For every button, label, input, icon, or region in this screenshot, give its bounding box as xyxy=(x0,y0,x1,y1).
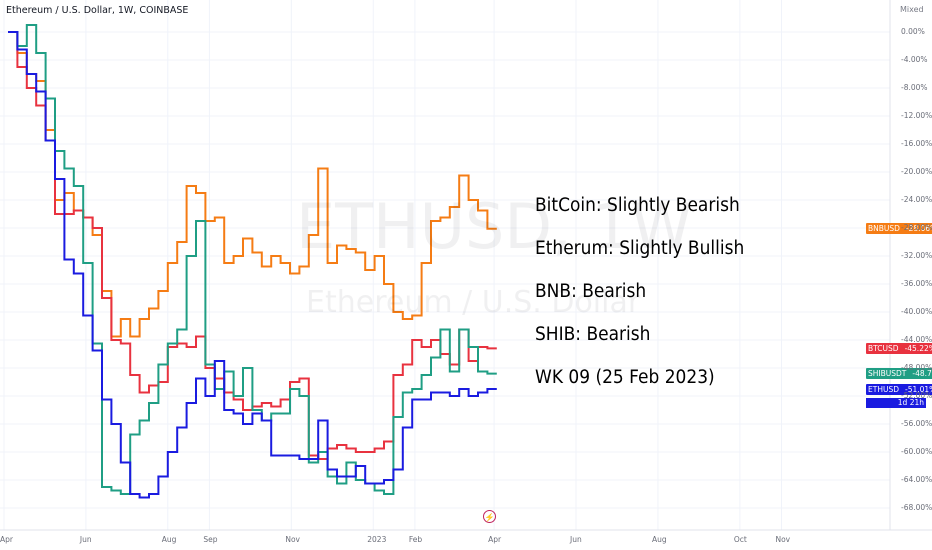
badge-symbol: BNBUSD xyxy=(868,223,900,233)
x-tick-label: 2023 xyxy=(367,535,387,544)
x-tick-label: Feb xyxy=(408,535,423,544)
note-bnb: BNB: Bearish xyxy=(535,281,647,302)
y-tick-label: 0.00% xyxy=(901,27,925,36)
y-tick-label: -40.00% xyxy=(901,307,932,316)
series-line-ethusd xyxy=(8,31,497,499)
badge-value: -28.06% xyxy=(905,223,932,233)
badge-symbol: BTCUSD xyxy=(868,344,899,354)
x-tick-label: Oct xyxy=(733,535,747,544)
badge-value: -45.22% xyxy=(904,344,932,354)
watermark-name: Ethereum / U.S. Dollar xyxy=(306,285,641,320)
y-tick-label: -20.00% xyxy=(901,167,932,176)
y-tick-label: -56.00% xyxy=(901,419,932,428)
y-tick-label: -32.00% xyxy=(901,251,932,260)
note-bitcoin: BitCoin: Slightly Bearish xyxy=(535,195,740,216)
badge-symbol: SHIBUSDT xyxy=(868,368,907,378)
x-tick-label: Jun xyxy=(79,535,92,544)
price-badge-shibusdt: SHIBUSDT -48.77% xyxy=(866,367,932,379)
x-tick-label: Nov xyxy=(285,535,300,544)
x-tick-label: Aug xyxy=(161,535,177,544)
badge-value: -51.01% xyxy=(905,384,932,394)
y-tick-label: -8.00% xyxy=(901,83,928,92)
x-tick-label: Apr xyxy=(0,535,13,544)
symbol-title[interactable]: Ethereum / U.S. Dollar, 1W, COINBASE xyxy=(6,5,189,16)
note-etherum: Etherum: Slightly Bullish xyxy=(535,238,745,259)
bar-countdown: 1d 21h xyxy=(866,398,926,408)
y-tick-label: -60.00% xyxy=(901,447,932,456)
y-tick-label: -24.00% xyxy=(901,195,932,204)
note-shib: SHIB: Bearish xyxy=(535,324,651,345)
x-tick-label: Apr xyxy=(488,535,502,544)
y-tick-label: -44.00% xyxy=(901,335,932,344)
badge-value: -48.77% xyxy=(912,368,932,378)
note-week: WK 09 (25 Feb 2023) xyxy=(535,367,715,388)
lightning-icon[interactable]: ⚡ xyxy=(483,510,496,523)
price-badge-btcusd: BTCUSD -45.22% xyxy=(866,343,932,355)
y-tick-label: -68.00% xyxy=(901,503,932,512)
y-tick-label: -28.00% xyxy=(901,223,932,232)
series-line-shibusdt xyxy=(8,24,497,495)
y-tick-label: -64.00% xyxy=(901,475,932,484)
y-tick-label: -36.00% xyxy=(901,279,932,288)
watermark-ticker: ETHUSD, 1W xyxy=(296,190,693,263)
price-badge-bnbusd: BNBUSD -28.06% xyxy=(866,222,932,234)
price-badge-ethusd: ETHUSD -51.01% xyxy=(866,383,932,395)
y-tick-label: -48.00% xyxy=(901,363,932,372)
scale-mode-label[interactable]: Mixed xyxy=(900,5,924,14)
y-tick-label: -52.00% xyxy=(901,391,932,400)
y-tick-label: -16.00% xyxy=(901,139,932,148)
y-tick-label: -12.00% xyxy=(901,111,932,120)
badge-symbol: ETHUSD xyxy=(868,384,899,394)
x-tick-label: Aug xyxy=(651,535,667,544)
chart-grid xyxy=(0,0,890,530)
x-tick-label: Sep xyxy=(203,535,218,544)
y-tick-label: -4.00% xyxy=(901,55,928,64)
series-lines xyxy=(8,24,497,499)
x-tick-label: Jun xyxy=(570,535,582,544)
x-tick-label: Nov xyxy=(775,535,791,544)
